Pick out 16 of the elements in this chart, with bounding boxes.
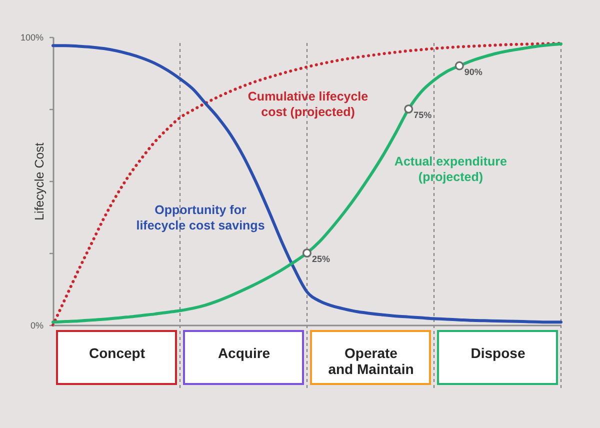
y-tick-label: 0% [30,320,44,330]
point [404,104,414,114]
y-axis-title: Lifecycle Cost [32,142,46,220]
point [454,61,464,70]
x-tick-label: Dispose [470,345,526,361]
x-tick-label: Operate and Maintain [328,345,414,377]
data-label: 25% [312,254,330,264]
series-label: Cumulative lifecycle cost (projected) [248,89,368,119]
data-label: 75% [414,110,432,120]
point [302,248,312,258]
x-tick-label: Concept [89,345,146,361]
series-label: Opportunity for lifecycle cost savings [136,203,265,233]
data-label: 90% [464,66,482,77]
series-label: Actual expenditure (projected) [394,154,508,184]
y-tick-label: 100% [20,32,44,42]
x-tick-label: Acquire [218,345,270,361]
